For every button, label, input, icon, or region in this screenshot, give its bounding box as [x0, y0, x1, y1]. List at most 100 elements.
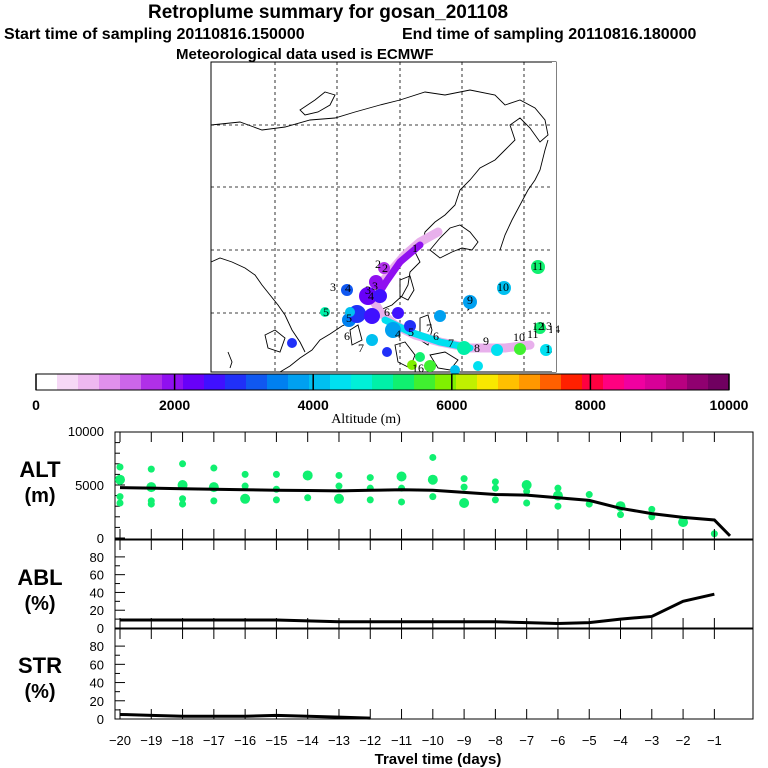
alt-tick-label: 10000 — [68, 424, 104, 439]
x-tick-label: −3 — [644, 733, 659, 748]
alt-scatter-point — [241, 482, 249, 490]
alt-panel: ALT (m) 10000 5000 0 — [19, 424, 754, 546]
page-title: Retroplume summary for gosan_201108 — [148, 2, 509, 23]
map-number-label: 7 — [358, 341, 364, 355]
colorbar-swatch — [477, 374, 499, 390]
plume-dot — [463, 295, 477, 309]
x-axis-label: Travel time (days) — [375, 751, 502, 768]
colorbar-swatch — [141, 374, 163, 390]
end-time-label: End time of sampling 20110816.180000 — [402, 26, 697, 43]
alt-scatter-point — [427, 474, 438, 485]
str-tick-label: 40 — [90, 676, 104, 691]
colorbar-swatch — [309, 374, 331, 390]
colorbar-swatch — [687, 374, 709, 390]
map-number-label: 3 — [330, 280, 336, 294]
map-number-label: 6 — [344, 329, 350, 343]
alt-scatter-point — [210, 464, 218, 472]
colorbar-tick-label: 2000 — [159, 397, 190, 413]
colorbar-swatch — [246, 374, 268, 390]
colorbar-swatch — [204, 374, 226, 390]
alt-scatter-point — [272, 470, 280, 478]
colorbar-swatch — [624, 374, 646, 390]
alt-scatter-point — [333, 493, 344, 504]
plume-dot — [373, 289, 387, 303]
alt-scatter-point — [398, 498, 406, 506]
map-number-labels: 123456789101112131415163445662791011735 — [323, 241, 560, 375]
x-tick-label: −4 — [613, 733, 628, 748]
alt-mean-line — [119, 486, 732, 537]
x-tick-label: −17 — [203, 733, 225, 748]
colorbar-swatch — [708, 374, 730, 390]
plume-dot — [287, 338, 297, 348]
str-tick-label: 60 — [90, 657, 104, 672]
colorbar-tick-label: 6000 — [436, 397, 467, 413]
x-tick-label: −18 — [172, 733, 194, 748]
alt-scatter-point — [491, 484, 499, 492]
colorbar — [35, 373, 730, 391]
alt-scatter-point — [554, 502, 562, 510]
map-number-label: 4 — [345, 281, 351, 295]
x-tick-label: −5 — [582, 733, 597, 748]
alt-scatter-point — [335, 482, 343, 490]
map-grid — [211, 62, 556, 372]
map-number-label: 7 — [448, 336, 454, 350]
alt-scatter-point — [335, 471, 343, 479]
str-panel: STR (%) 80 60 40 20 0 — [18, 628, 754, 727]
plume-dot — [514, 343, 526, 355]
plume-dot — [359, 287, 377, 305]
str-tick-label: 20 — [90, 694, 104, 709]
abl-unit: (%) — [24, 593, 55, 615]
map-number-label: 3 — [365, 283, 371, 297]
colorbar-swatch — [582, 374, 604, 390]
map-number-label: 6 — [433, 329, 439, 343]
alt-scatter-point — [491, 496, 499, 504]
abl-tick-label: 0 — [97, 621, 104, 636]
plume-dot — [457, 341, 471, 355]
plume-dot — [366, 334, 378, 346]
str-unit: (%) — [24, 681, 55, 703]
colorbar-swatch — [393, 374, 415, 390]
x-tick-label: −15 — [265, 733, 287, 748]
map-number-label: 3 — [372, 279, 378, 293]
map-number-label: 12 — [532, 319, 544, 333]
plume-dot — [473, 361, 483, 371]
abl-panel: ABL (%) 80 60 40 20 0 — [17, 539, 754, 636]
map-number-label: 5 — [408, 325, 414, 339]
plume-dot — [385, 322, 401, 338]
alt-scatter-point — [147, 465, 155, 473]
colorbar-swatch — [540, 374, 562, 390]
abl-tick-label: 80 — [90, 550, 104, 565]
plume-dot — [424, 360, 436, 372]
plume-dot — [341, 284, 353, 296]
plume-dot — [320, 307, 330, 317]
colorbar-swatch — [267, 374, 289, 390]
colorbar-swatch — [36, 374, 58, 390]
colorbar-swatch — [330, 374, 352, 390]
x-tick-label: −2 — [676, 733, 691, 748]
x-tick-label: −20 — [109, 733, 131, 748]
alt-scatter-point — [179, 500, 187, 508]
colorbar-swatch — [183, 374, 205, 390]
plume-dot — [407, 360, 417, 370]
map-number-label: 2 — [375, 257, 381, 271]
alt-scatter-point — [366, 474, 374, 482]
colorbar-ticks: 0 2000 4000 6000 8000 10000 — [32, 374, 749, 413]
alt-scatter-point — [210, 497, 218, 505]
str-title: STR — [18, 653, 62, 678]
colorbar-swatch — [498, 374, 520, 390]
abl-title: ABL — [17, 565, 62, 590]
map-number-label: 9 — [467, 293, 473, 307]
alt-scatter-point — [648, 505, 656, 513]
colorbar-tick-label: 8000 — [575, 397, 606, 413]
alt-scatter-point — [147, 500, 155, 508]
alt-scatter-point — [491, 478, 499, 486]
alt-scatter-point — [116, 499, 124, 507]
plume-dot — [404, 320, 416, 332]
plume-dot — [382, 347, 392, 357]
colorbar-swatch — [519, 374, 541, 390]
colorbar-swatch — [645, 374, 667, 390]
plume-dot — [415, 352, 425, 362]
plume-dot — [392, 307, 404, 319]
x-tick-label: −13 — [328, 733, 350, 748]
